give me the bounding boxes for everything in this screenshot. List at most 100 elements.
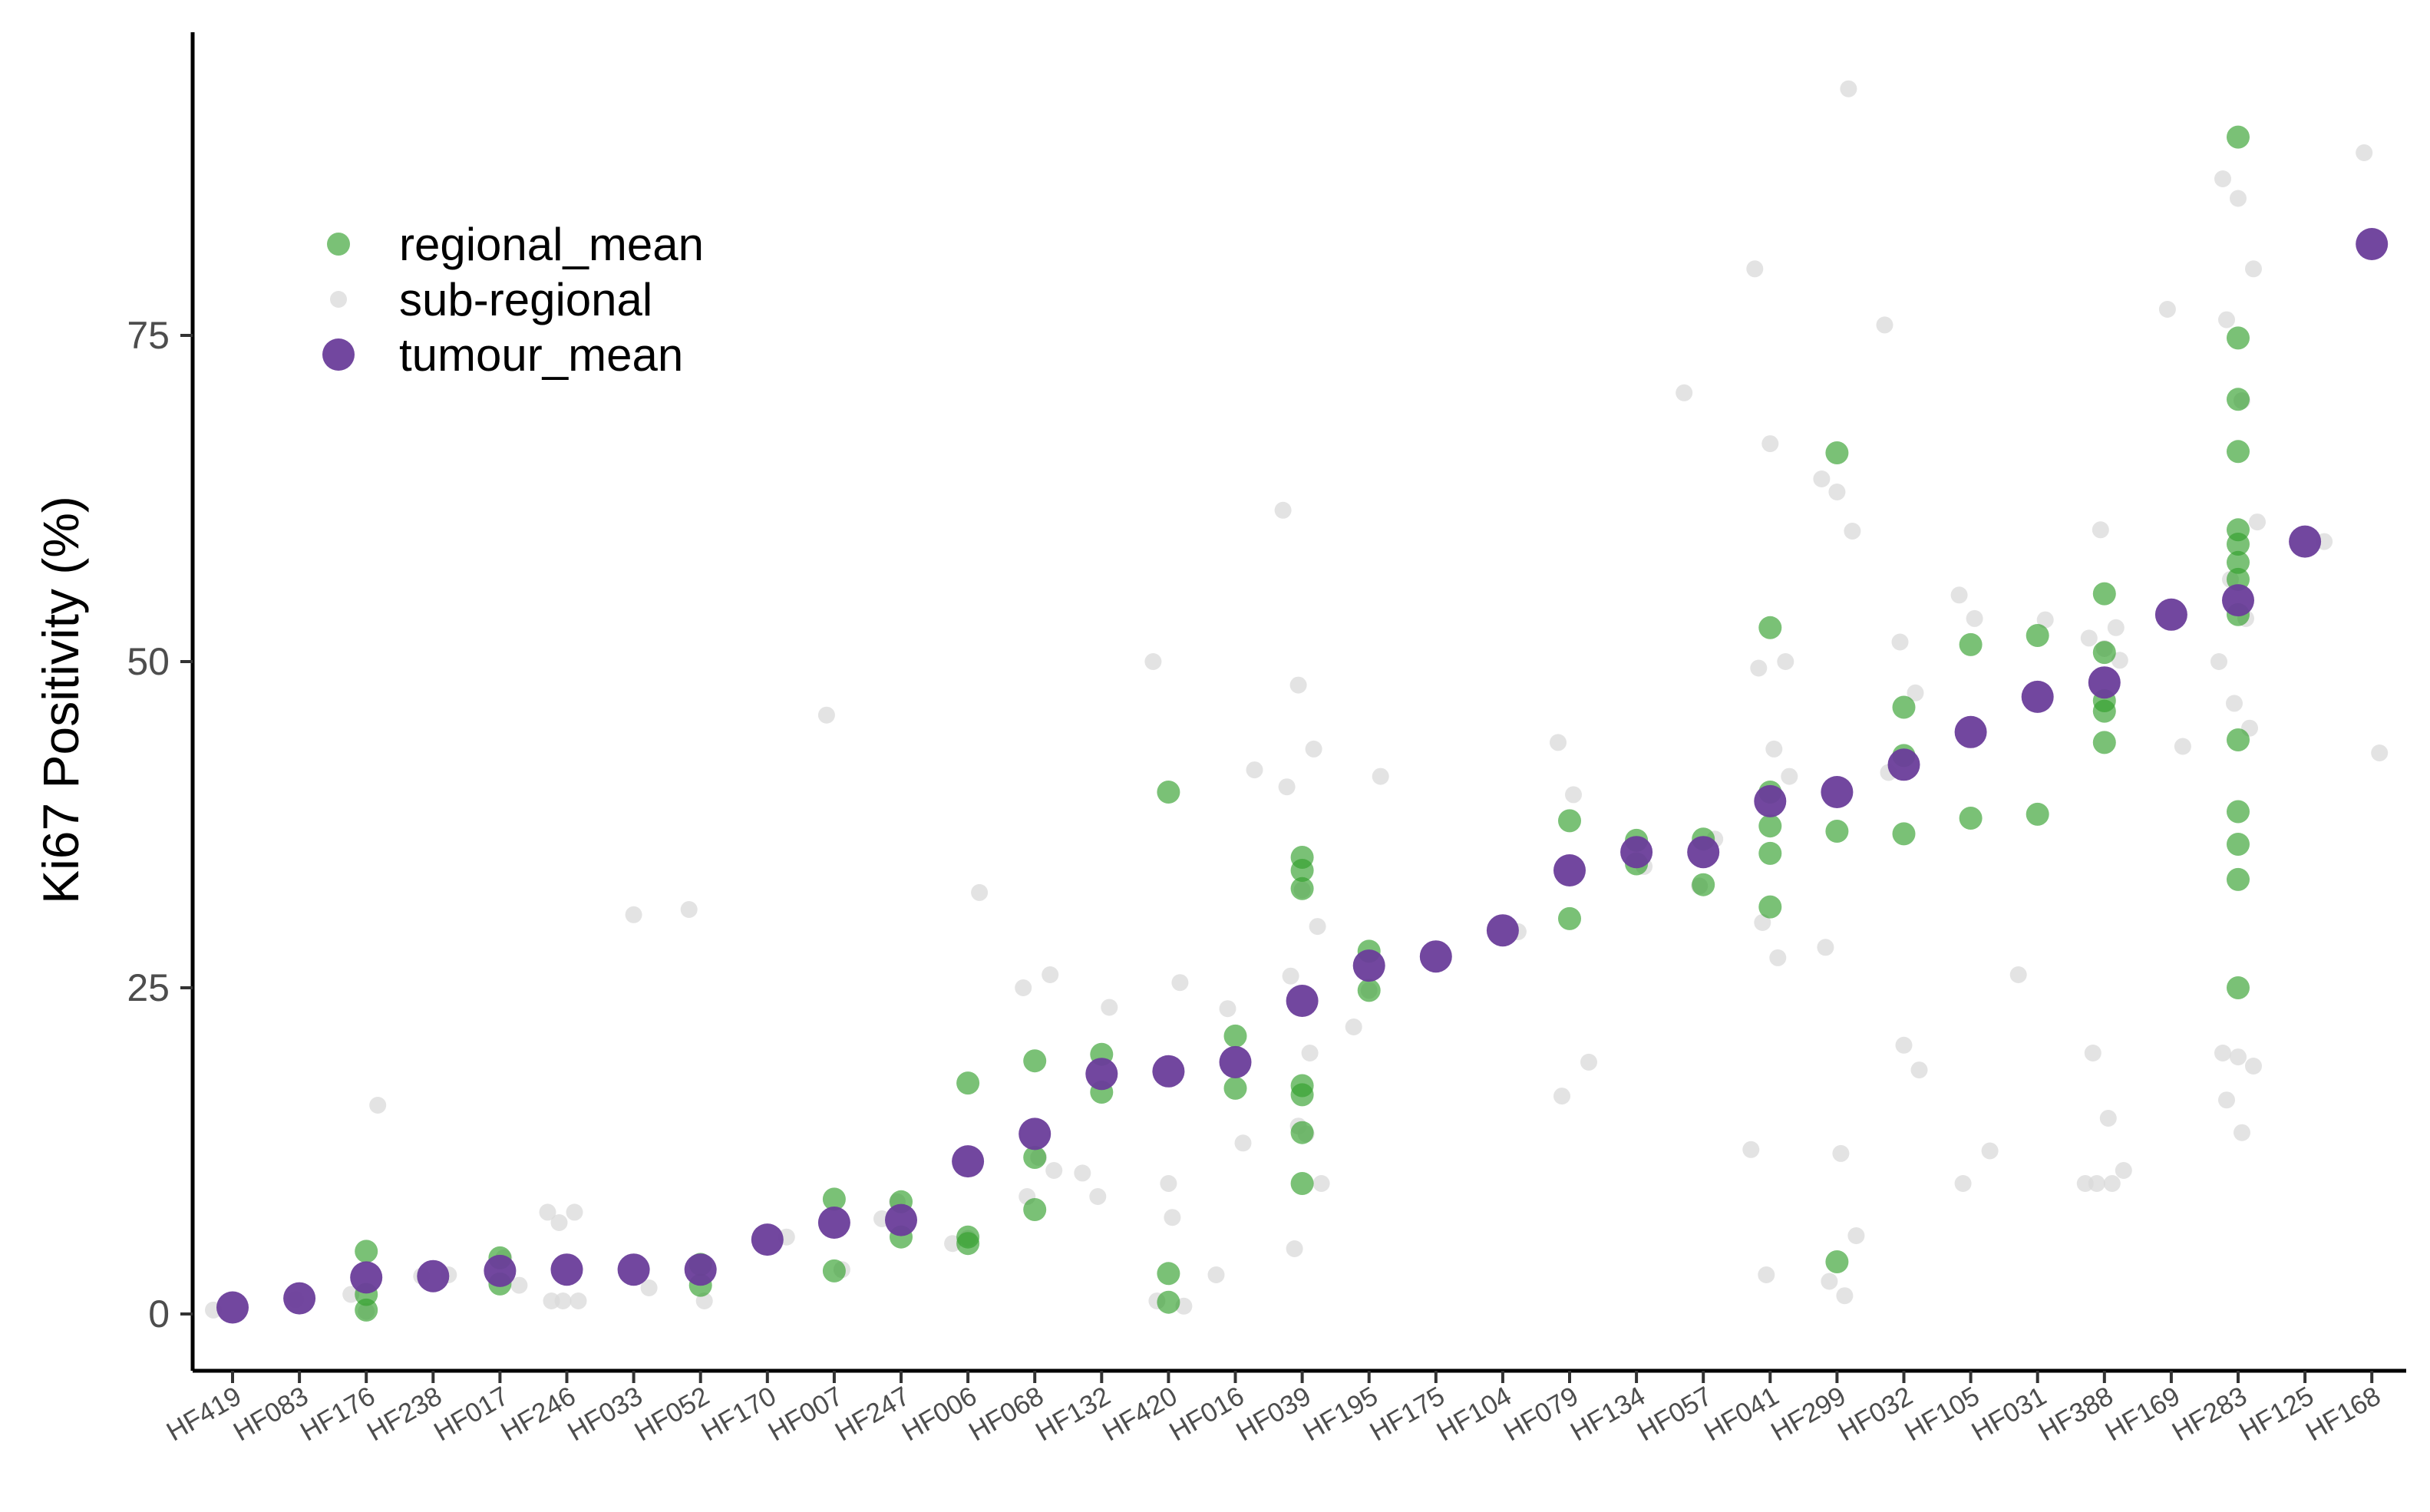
sub-regional-point (1676, 384, 1693, 401)
regional_mean-point (2227, 440, 2250, 464)
x-tick-label: HF006 (897, 1381, 982, 1447)
regional_mean-point (1290, 1172, 1314, 1195)
sub-regional-point (550, 1214, 568, 1231)
tumour_mean-point (1085, 1058, 1118, 1091)
regional_mean-point (956, 1232, 980, 1256)
sub-regional-point (1345, 1018, 1362, 1035)
sub-regional-point (2009, 966, 2027, 983)
regional_mean-point (2092, 699, 2116, 723)
regional_mean-point (2227, 326, 2250, 350)
tumour_mean-point (817, 1207, 850, 1239)
x-tick-label: HF420 (1098, 1381, 1182, 1447)
tumour_mean-point (2222, 584, 2254, 617)
regional_mean-point (1558, 906, 1581, 930)
tumour_mean-point (417, 1259, 450, 1292)
sub-regional-point (1836, 1287, 1854, 1305)
sub-regional-point (1282, 967, 1299, 985)
regional_mean-point (1023, 1146, 1047, 1169)
sub-regional-point (1372, 768, 1389, 785)
sub-regional-point (1089, 1188, 1107, 1205)
sub-regional-point (1742, 1141, 1760, 1158)
tumour_mean-point (1821, 776, 1854, 808)
sub-regional-point (1301, 1045, 1319, 1061)
sub-regional-point (2234, 1124, 2250, 1141)
sub-regional-point (2080, 629, 2098, 647)
sub-regional-point (543, 1292, 560, 1309)
x-tick-label: HF419 (162, 1381, 246, 1447)
regional_mean-point (2227, 533, 2250, 556)
sub-regional-point (2111, 652, 2128, 669)
sub-regional-point (2371, 744, 2389, 761)
legend-label-regional_mean: regional_mean (399, 219, 704, 270)
tumour_mean-point (1152, 1055, 1185, 1088)
regional_mean-point (2227, 833, 2250, 856)
sub-regional-point (1207, 1266, 1225, 1283)
x-tick-label: HF238 (362, 1381, 447, 1447)
sub-regional-point (1781, 768, 1798, 785)
sub-regional-point (2356, 144, 2373, 161)
sub-regional-point (2226, 695, 2243, 712)
sub-regional-point (1910, 1061, 1928, 1079)
tumour_mean-point (350, 1261, 383, 1294)
sub-regional-point (1769, 949, 1787, 966)
sub-regional-point (369, 1097, 387, 1114)
sub-regional-point (1580, 1053, 1597, 1071)
sub-regional-point (1278, 778, 1296, 796)
regional_mean-point (2227, 800, 2250, 824)
x-tick-label: HF017 (429, 1381, 513, 1447)
sub-regional-point (1966, 609, 1983, 627)
tumour_mean-point (1419, 940, 1452, 973)
tumour_mean-point (1553, 854, 1586, 886)
sub-regional-point (1312, 1175, 1330, 1192)
sub-regional-point (2230, 1048, 2247, 1066)
sub-regional-point (1895, 1036, 1913, 1054)
sub-regional-point (1286, 1240, 1303, 1257)
sub-regional-point (1777, 653, 1794, 670)
sub-regional-point (2115, 1162, 2132, 1179)
regional_mean-point (2026, 802, 2049, 826)
x-tick-label: HF134 (1566, 1381, 1650, 1447)
tumour_mean-point (751, 1223, 784, 1256)
regional_mean-point (1023, 1198, 1047, 1221)
sub-regional-point (971, 883, 989, 901)
sub-regional-point (2107, 619, 2125, 636)
sub-regional-point (817, 706, 835, 724)
tumour_mean-point (885, 1203, 917, 1236)
sub-regional-point (1164, 1209, 1181, 1226)
tumour_mean-point (484, 1254, 517, 1287)
sub-regional-point (2249, 513, 2266, 531)
regional_mean-point (2092, 582, 2116, 606)
sub-regional-point (2103, 1175, 2121, 1192)
tumour_mean-point (1687, 836, 1720, 869)
points-layer (205, 80, 2389, 1324)
x-tick-label: HF105 (1900, 1381, 1984, 1447)
x-tick-label: HF246 (496, 1381, 580, 1447)
regional_mean-point (2227, 125, 2250, 149)
sub-regional-point (1274, 501, 1292, 519)
sub-regional-point (1015, 979, 1032, 996)
legend-swatch-regional_mean (327, 233, 350, 256)
regional_mean-point (1692, 873, 1715, 896)
sub-regional-point (1765, 740, 1783, 758)
tumour_mean-point (1887, 748, 1920, 781)
tumour_mean-point (1620, 836, 1653, 869)
sub-regional-point (2099, 1110, 2117, 1127)
regional_mean-point (822, 1259, 846, 1283)
x-tick-label: HF170 (696, 1381, 781, 1447)
regional_mean-point (2227, 976, 2250, 999)
x-tick-label: HF039 (1231, 1381, 1316, 1447)
x-tick-label: HF132 (1031, 1381, 1115, 1447)
sub-regional-point (2214, 170, 2231, 187)
sub-regional-point (1309, 918, 1326, 936)
x-tick-label: HF032 (1833, 1381, 1917, 1447)
regional_mean-point (1959, 632, 1983, 656)
sub-regional-point (1246, 761, 1263, 779)
regional_mean-point (2227, 867, 2250, 891)
legend-swatch-sub-regional (330, 291, 347, 308)
sub-regional-point (1981, 1142, 1999, 1160)
tumour_mean-point (684, 1253, 717, 1286)
regional_mean-point (1825, 820, 1849, 843)
x-tick-label: HF016 (1164, 1381, 1249, 1447)
sub-regional-point (1828, 484, 1846, 500)
